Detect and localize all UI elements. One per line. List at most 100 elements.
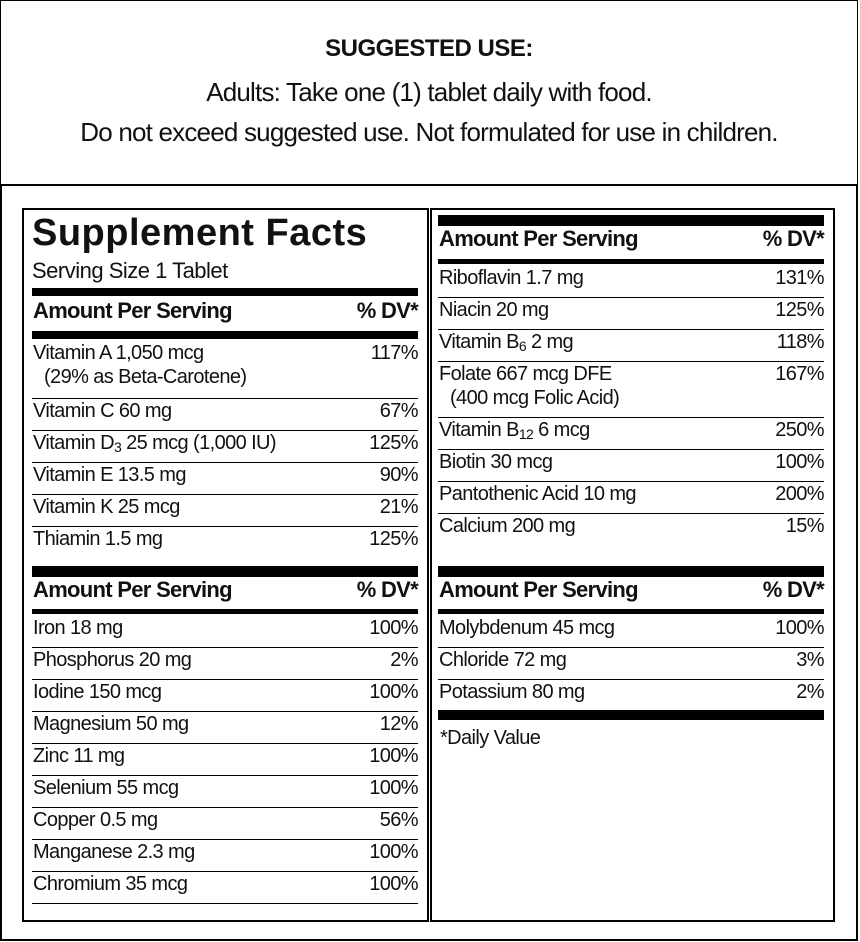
left1-nutrient-name: Vitamin D3 25 mcg (1,000 IU) bbox=[33, 432, 277, 455]
right1-nutrient-name: Pantothenic Acid 10 mg bbox=[439, 483, 637, 505]
right2-daily-value: 100% bbox=[775, 617, 824, 639]
left2-daily-value: 2% bbox=[390, 649, 418, 671]
right1-row-divider bbox=[438, 329, 824, 330]
suggested-use-line-1: Adults: Take one (1) tablet daily with f… bbox=[206, 77, 652, 107]
left1-bottom-bar bbox=[32, 331, 418, 339]
left1-daily-value: 125% bbox=[369, 432, 418, 454]
right1-row-divider bbox=[438, 417, 824, 418]
right1-daily-value: 200% bbox=[775, 483, 824, 505]
left1-nutrient-name: Thiamin 1.5 mg bbox=[33, 528, 163, 550]
left2-daily-value: 100% bbox=[369, 841, 418, 863]
nutrient-name-suffix: 2 mg bbox=[526, 331, 574, 353]
left1-nutrient-name: Vitamin K 25 mcg bbox=[33, 496, 180, 518]
right1-nutrient-name: Folate 667 mcg DFE bbox=[439, 363, 612, 385]
left2-row-divider bbox=[32, 775, 418, 776]
left2-nutrient-name: Zinc 11 mg bbox=[33, 745, 125, 767]
right1-daily-value: 131% bbox=[775, 267, 824, 289]
right1-nutrient-name: Niacin 20 mg bbox=[439, 299, 549, 321]
left1-nutrient-note: (29% as Beta-Carotene) bbox=[44, 366, 247, 388]
left2-daily-value: 12% bbox=[379, 713, 419, 735]
right1-nutrient-name: Vitamin B12 6 mcg bbox=[439, 419, 590, 442]
left2-daily-value: 100% bbox=[369, 745, 418, 767]
right2-row-divider bbox=[438, 647, 824, 648]
left1-nutrient-name: Vitamin C 60 mg bbox=[33, 400, 172, 422]
left2-row-divider bbox=[32, 839, 418, 840]
left2-nutrient-name: Selenium 55 mcg bbox=[33, 777, 179, 799]
left2-daily-value: 100% bbox=[369, 873, 418, 895]
nutrient-name-suffix: 25 mcg (1,000 IU) bbox=[121, 432, 276, 454]
left2-dv-header: % DV* bbox=[356, 577, 419, 602]
left1-row-divider bbox=[32, 430, 418, 431]
right2-amount-header: Amount Per Serving bbox=[439, 577, 639, 602]
right1-bottom-bar bbox=[438, 259, 824, 264]
nutrient-subscript: 3 bbox=[113, 439, 122, 455]
left2-row-divider bbox=[32, 711, 418, 712]
facts-panel-left bbox=[22, 208, 429, 922]
left2-nutrient-name: Iron 18 mg bbox=[33, 617, 123, 639]
right1-daily-value: 100% bbox=[775, 451, 824, 473]
right2-dv-header: % DV* bbox=[762, 577, 825, 602]
right2-nutrient-name: Potassium 80 mg bbox=[439, 681, 585, 703]
daily-value-footnote: *Daily Value bbox=[440, 727, 541, 749]
right1-daily-value: 118% bbox=[776, 331, 825, 353]
suggested-use-title: SUGGESTED USE: bbox=[325, 35, 533, 62]
left2-nutrient-name: Copper 0.5 mg bbox=[33, 809, 158, 831]
right1-daily-value: 15% bbox=[785, 515, 825, 537]
left2-row-divider bbox=[32, 743, 418, 744]
right2-nutrient-name: Molybdenum 45 mcg bbox=[439, 617, 615, 639]
left2-daily-value: 100% bbox=[369, 681, 418, 703]
left2-row-divider bbox=[32, 807, 418, 808]
left-title-bar bbox=[32, 288, 418, 296]
left2-bottom-bar bbox=[32, 609, 418, 614]
left2-nutrient-name: Iodine 150 mcg bbox=[33, 681, 162, 703]
nutrient-name-prefix: Vitamin D bbox=[33, 432, 115, 454]
left1-row-divider bbox=[32, 494, 418, 495]
right1-nutrient-name: Riboflavin 1.7 mg bbox=[439, 267, 584, 289]
left1-row-divider bbox=[32, 398, 418, 399]
left1-daily-value: 67% bbox=[379, 400, 419, 422]
left2-row-divider bbox=[32, 647, 418, 648]
facts-outer-frame bbox=[0, 186, 858, 941]
right1-nutrient-name: Biotin 30 mcg bbox=[439, 451, 553, 473]
left1-daily-value: 125% bbox=[369, 528, 418, 550]
right1-daily-value: 250% bbox=[775, 419, 824, 441]
right2-end-bar bbox=[438, 710, 824, 720]
nutrient-name-suffix: 6 mcg bbox=[533, 419, 590, 441]
left2-daily-value: 100% bbox=[369, 777, 418, 799]
nutrient-subscript: 12 bbox=[518, 426, 534, 442]
right1-top-bar bbox=[438, 215, 824, 226]
left2-row-divider bbox=[32, 903, 418, 904]
left1-nutrient-name: Vitamin A 1,050 mcg bbox=[33, 342, 204, 364]
right2-top-bar bbox=[438, 566, 824, 577]
right1-row-divider bbox=[438, 361, 824, 362]
left1-daily-value: 90% bbox=[379, 464, 419, 486]
right2-daily-value: 3% bbox=[796, 649, 824, 671]
left2-nutrient-name: Magnesium 50 mg bbox=[33, 713, 189, 735]
left2-daily-value: 100% bbox=[369, 617, 418, 639]
right1-row-divider bbox=[438, 297, 824, 298]
suggested-use-box: SUGGESTED USE: Adults: Take one (1) tabl… bbox=[0, 0, 858, 186]
left2-row-divider bbox=[32, 871, 418, 872]
left1-daily-value: 21% bbox=[379, 496, 419, 518]
left1-row-divider bbox=[32, 462, 418, 463]
right1-nutrient-note: (400 mcg Folic Acid) bbox=[450, 387, 620, 409]
left1-dv-header: % DV* bbox=[356, 298, 419, 323]
right1-daily-value: 167% bbox=[775, 363, 824, 385]
left1-row-divider bbox=[32, 526, 418, 527]
right2-bottom-bar bbox=[438, 609, 824, 614]
left2-daily-value: 56% bbox=[379, 809, 419, 831]
serving-size: Serving Size 1 Tablet bbox=[32, 258, 228, 283]
left2-top-bar bbox=[32, 566, 418, 577]
right1-nutrient-name: Vitamin B6 2 mg bbox=[439, 331, 574, 354]
right2-nutrient-name: Chloride 72 mg bbox=[439, 649, 567, 671]
nutrient-name-prefix: Vitamin B bbox=[439, 331, 519, 353]
left1-amount-header: Amount Per Serving bbox=[33, 298, 233, 323]
left1-nutrient-name: Vitamin E 13.5 mg bbox=[33, 464, 186, 486]
nutrient-subscript: 6 bbox=[518, 338, 527, 354]
left1-daily-value: 117% bbox=[370, 342, 419, 364]
left2-amount-header: Amount Per Serving bbox=[33, 577, 233, 602]
left2-nutrient-name: Chromium 35 mcg bbox=[33, 873, 188, 895]
right2-daily-value: 2% bbox=[796, 681, 824, 703]
right1-row-divider bbox=[438, 513, 824, 514]
suggested-use-line-2: Do not exceed suggested use. Not formula… bbox=[80, 117, 778, 147]
